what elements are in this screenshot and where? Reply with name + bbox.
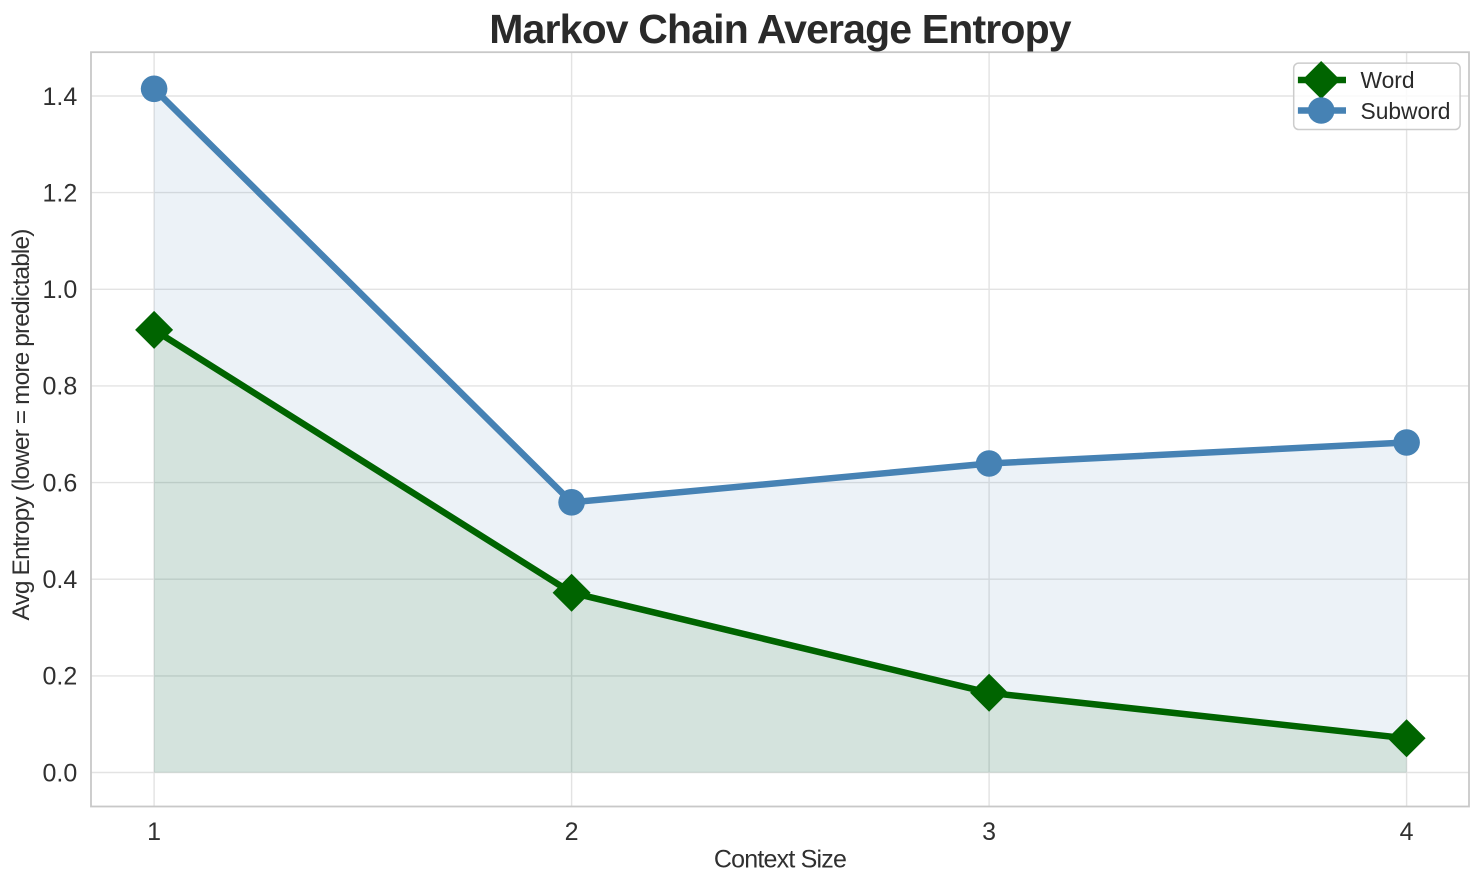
svg-text:1.4: 1.4: [43, 83, 78, 111]
svg-text:Context Size: Context Size: [714, 845, 846, 873]
svg-text:1.0: 1.0: [43, 276, 78, 304]
svg-text:0.2: 0.2: [43, 663, 78, 691]
svg-text:1.2: 1.2: [43, 179, 78, 207]
svg-text:0.8: 0.8: [43, 373, 78, 401]
svg-text:0.4: 0.4: [43, 566, 78, 594]
svg-text:Avg Entropy (lower = more pred: Avg Entropy (lower = more predictable): [8, 230, 35, 621]
svg-text:2: 2: [565, 818, 579, 846]
svg-text:1: 1: [147, 818, 161, 846]
svg-text:Subword: Subword: [1361, 98, 1451, 124]
svg-text:0.0: 0.0: [43, 759, 78, 787]
svg-text:0.6: 0.6: [43, 469, 78, 497]
svg-text:Word: Word: [1361, 67, 1415, 93]
svg-text:3: 3: [982, 818, 996, 846]
svg-text:4: 4: [1400, 818, 1414, 846]
svg-text:Markov Chain Average Entropy: Markov Chain Average Entropy: [489, 6, 1072, 52]
